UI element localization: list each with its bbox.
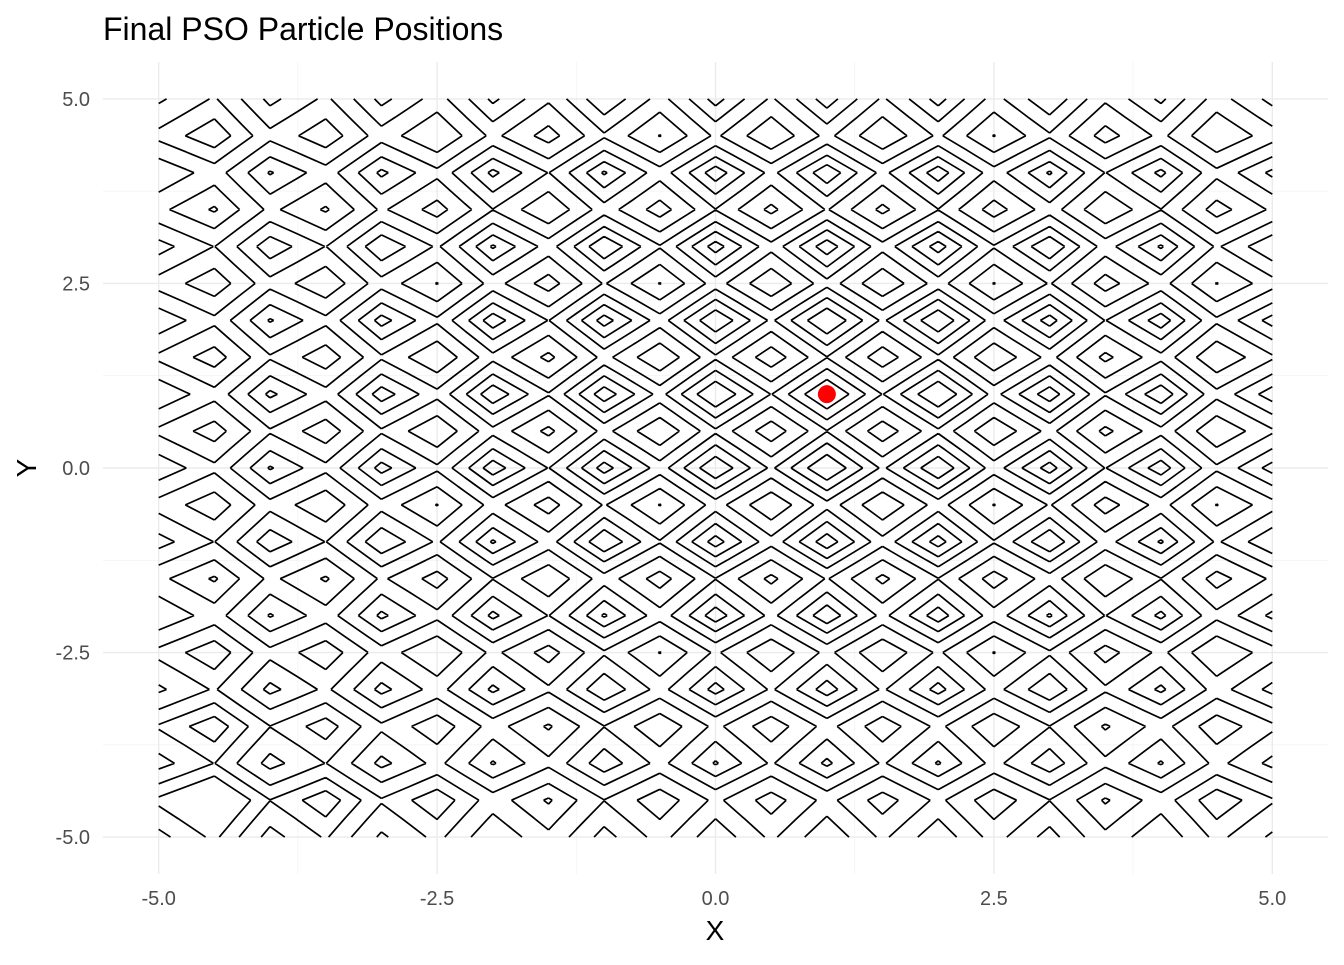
contour-level-3 bbox=[265, 98, 1273, 767]
contour-level-9 bbox=[158, 715, 342, 838]
contour-level-2 bbox=[371, 98, 1273, 697]
x-tick-label-1: -2.5 bbox=[420, 888, 454, 910]
y-axis-label: Y bbox=[11, 458, 42, 477]
contour-level-5 bbox=[158, 98, 1273, 838]
x-tick-label-2: 0.0 bbox=[702, 888, 730, 910]
y-tick-label-4: 5.0 bbox=[62, 89, 90, 111]
particle-point-0 bbox=[817, 385, 836, 404]
y-tick-label-3: 2.5 bbox=[62, 273, 90, 295]
y-tick-label-1: -2.5 bbox=[56, 643, 90, 665]
contour-level-0 bbox=[593, 239, 1061, 550]
y-tick-label-2: 0.0 bbox=[62, 458, 90, 480]
contour-level-4 bbox=[247, 98, 1273, 779]
points-layer bbox=[817, 385, 836, 404]
x-axis-label: X bbox=[706, 915, 725, 946]
contour-layer bbox=[158, 98, 1273, 838]
x-tick-label-4: 5.0 bbox=[1258, 888, 1286, 910]
contour-level-8 bbox=[158, 118, 1243, 838]
contour-level-1 bbox=[480, 163, 1174, 625]
grid-layer bbox=[103, 62, 1328, 874]
contour-level-7 bbox=[158, 98, 1273, 838]
x-tick-label-0: -5.0 bbox=[141, 888, 175, 910]
chart-title: Final PSO Particle Positions bbox=[103, 11, 503, 47]
contour-level-6 bbox=[158, 98, 1273, 838]
x-tick-label-3: 2.5 bbox=[980, 888, 1008, 910]
tick-layer: -5.0 -2.5 0.0 2.5 5.0 -5.0 -2.5 0.0 2.5 5.0 bbox=[56, 89, 1287, 910]
y-tick-label-0: -5.0 bbox=[56, 827, 90, 849]
